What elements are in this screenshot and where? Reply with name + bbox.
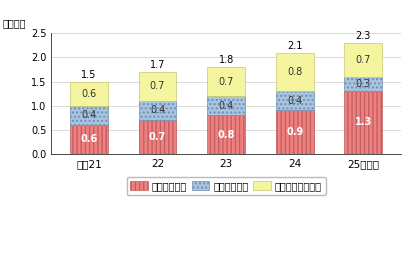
Bar xyxy=(207,67,245,96)
Text: 1.8: 1.8 xyxy=(219,55,234,65)
Bar xyxy=(207,96,245,115)
Text: 0.8: 0.8 xyxy=(287,67,302,77)
Text: 0.4: 0.4 xyxy=(287,96,302,106)
Text: 0.4: 0.4 xyxy=(150,106,165,116)
Text: 0.7: 0.7 xyxy=(150,81,165,91)
Text: 0.4: 0.4 xyxy=(81,110,97,120)
Text: 0.8: 0.8 xyxy=(217,130,235,140)
Text: 0.7: 0.7 xyxy=(218,76,234,87)
Legend: 映像系ソフト, 音声系ソフト, テキスト系ソフト: 映像系ソフト, 音声系ソフト, テキスト系ソフト xyxy=(126,177,326,195)
Bar xyxy=(70,125,108,154)
Bar xyxy=(276,91,314,110)
Bar xyxy=(139,72,176,101)
Text: 1.3: 1.3 xyxy=(355,117,372,127)
Text: 0.7: 0.7 xyxy=(356,55,371,65)
Bar xyxy=(344,77,382,91)
Text: 0.3: 0.3 xyxy=(356,79,371,89)
Text: （兆円）: （兆円） xyxy=(2,19,26,29)
Text: 0.7: 0.7 xyxy=(149,132,166,142)
Bar xyxy=(276,110,314,154)
Bar xyxy=(344,91,382,154)
Bar xyxy=(70,106,108,125)
Text: 1.5: 1.5 xyxy=(81,70,97,80)
Bar xyxy=(139,120,176,154)
Bar xyxy=(139,101,176,120)
Text: 1.7: 1.7 xyxy=(150,60,165,70)
Bar xyxy=(207,115,245,154)
Text: 0.6: 0.6 xyxy=(81,89,97,99)
Text: 0.4: 0.4 xyxy=(219,101,234,111)
Text: 0.9: 0.9 xyxy=(286,127,304,137)
Bar xyxy=(276,53,314,91)
Bar xyxy=(70,82,108,106)
Text: 0.6: 0.6 xyxy=(80,134,98,144)
Text: 2.1: 2.1 xyxy=(287,41,302,51)
Bar xyxy=(344,43,382,77)
Text: 2.3: 2.3 xyxy=(356,31,371,41)
